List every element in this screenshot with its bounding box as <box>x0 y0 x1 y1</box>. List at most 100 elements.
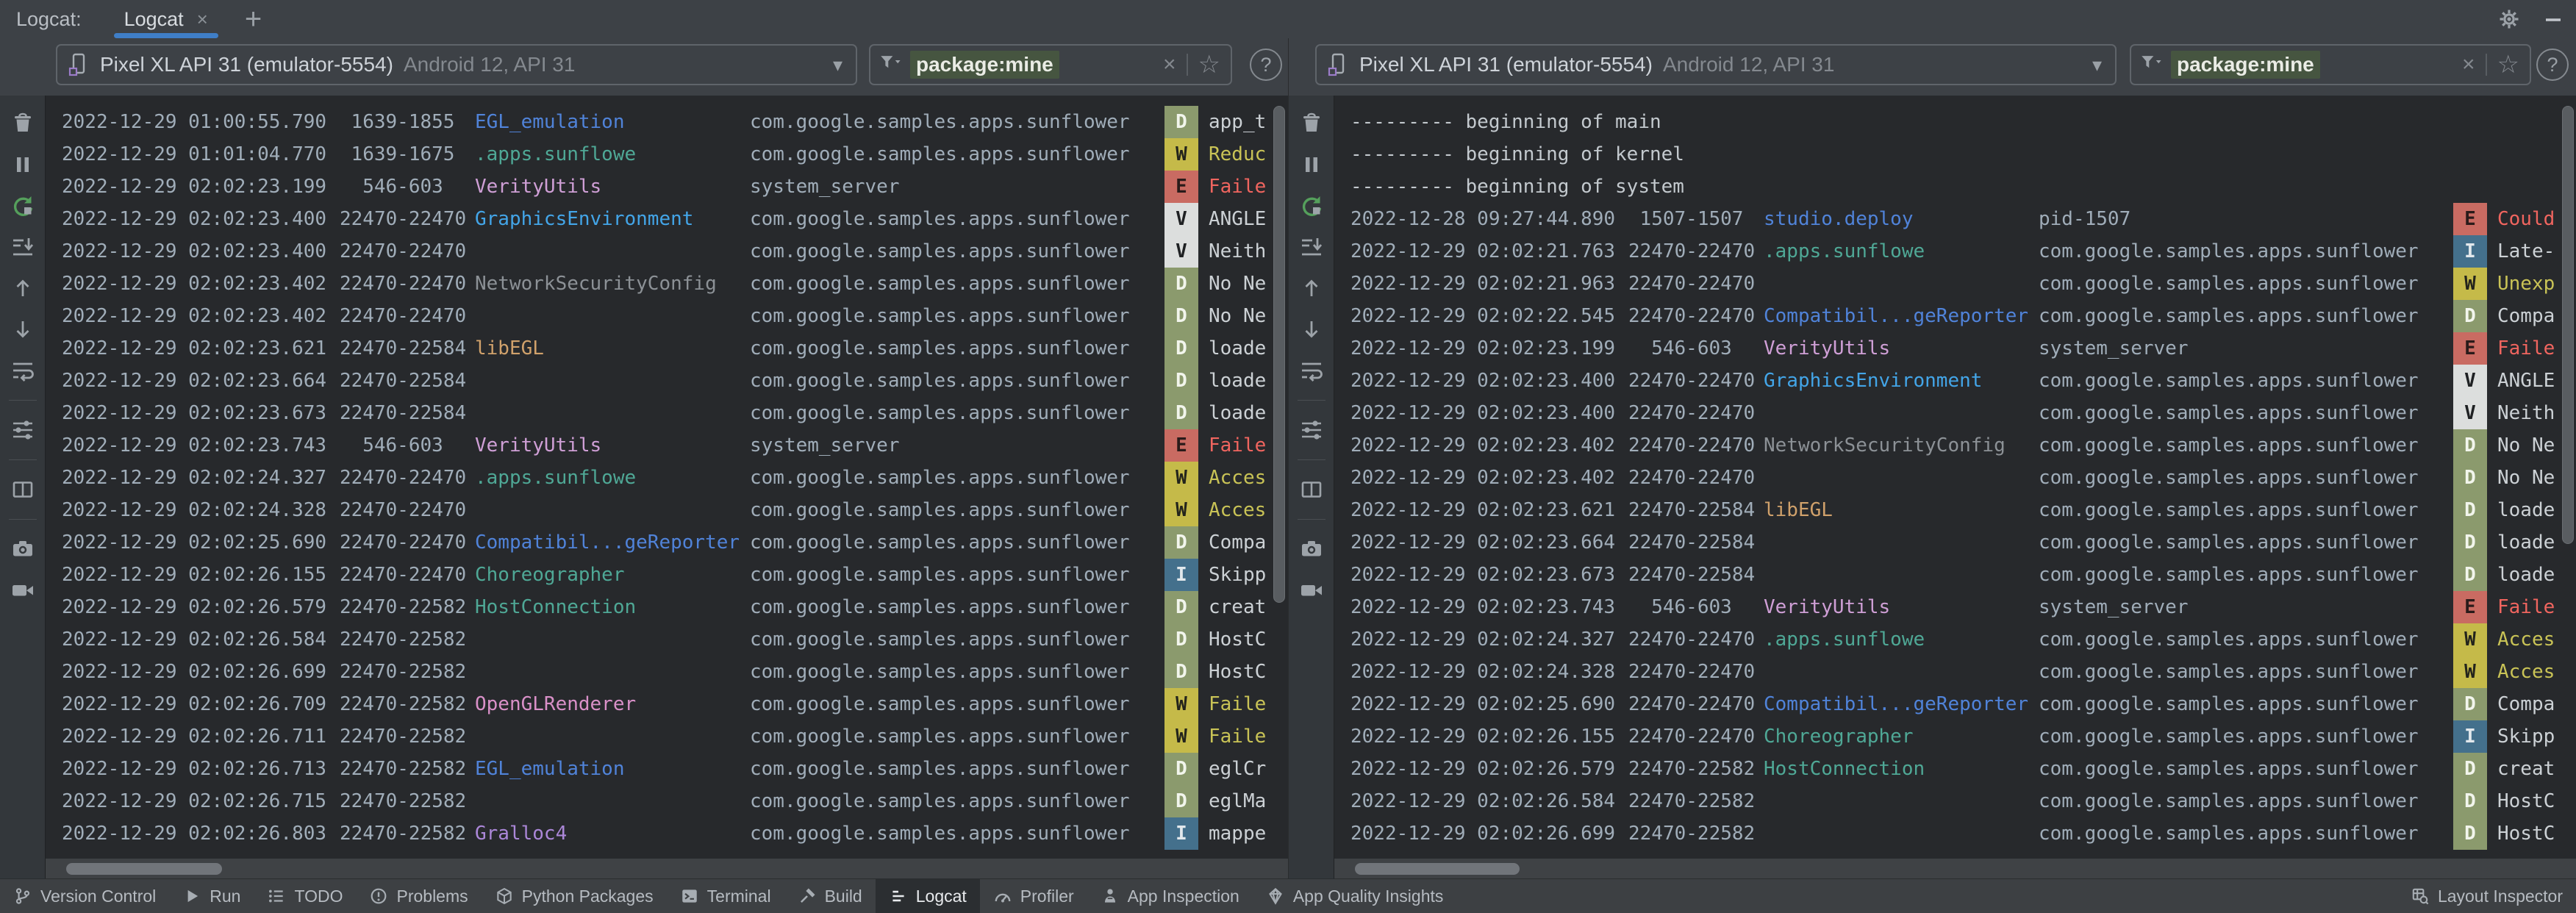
log-row[interactable]: 2022-12-29 02:02:26.155 22470-22470 Chor… <box>1334 720 2576 753</box>
filter-input[interactable]: package:mine × ☆ <box>2130 44 2531 85</box>
log-row[interactable]: 2022-12-29 02:02:26.709 22470-22582 Open… <box>46 688 1288 720</box>
screenshot-icon[interactable] <box>10 536 36 562</box>
split-panels-icon[interactable] <box>1298 476 1325 503</box>
log-row[interactable]: 2022-12-29 02:02:24.327 22470-22470 .app… <box>1334 623 2576 656</box>
next-occurrence-icon[interactable] <box>1298 316 1325 343</box>
log-row[interactable]: 2022-12-29 01:01:04.770 1639-1675 .apps.… <box>46 138 1288 171</box>
log-row[interactable]: 2022-12-29 02:02:26.579 22470-22582 Host… <box>46 591 1288 623</box>
previous-occurrence-icon[interactable] <box>10 275 36 301</box>
horizontal-scrollbar-track[interactable] <box>1334 859 2576 879</box>
log-row[interactable]: 2022-12-29 02:02:26.711 22470-22582 com.… <box>46 720 1288 753</box>
log-view[interactable]: --------- beginning of main --------- be… <box>1334 96 2576 879</box>
tab-logcat[interactable]: Logcat × <box>113 0 218 38</box>
clear-logcat-icon[interactable] <box>10 110 36 137</box>
funnel-icon[interactable] <box>878 52 903 77</box>
log-row[interactable]: 2022-12-29 02:02:23.664 22470-22584 com.… <box>1334 526 2576 559</box>
statusbar-item-version-control[interactable]: Version Control <box>0 879 169 913</box>
log-row[interactable]: 2022-12-29 02:02:23.199 546-603 VerityUt… <box>1334 332 2576 365</box>
log-row[interactable]: 2022-12-29 02:02:23.402 22470-22470 com.… <box>46 300 1288 332</box>
next-occurrence-icon[interactable] <box>10 316 36 343</box>
screen-record-icon[interactable] <box>1298 577 1325 604</box>
statusbar-item-problems[interactable]: Problems <box>356 879 481 913</box>
log-row[interactable]: 2022-12-29 02:02:24.328 22470-22470 com.… <box>1334 656 2576 688</box>
log-row[interactable]: 2022-12-29 02:02:26.699 22470-22582 com.… <box>1334 817 2576 850</box>
statusbar-item-run[interactable]: Run <box>169 879 254 913</box>
log-row[interactable]: 2022-12-29 02:02:26.584 22470-22582 com.… <box>1334 785 2576 817</box>
log-row[interactable]: 2022-12-29 02:02:23.621 22470-22584 libE… <box>46 332 1288 365</box>
log-row[interactable]: 2022-12-29 02:02:24.327 22470-22470 .app… <box>46 462 1288 494</box>
chevron-down-icon[interactable]: ▾ <box>832 53 842 76</box>
new-tab-button[interactable]: + <box>244 3 262 35</box>
log-row[interactable]: 2022-12-29 02:02:24.328 22470-22470 com.… <box>46 494 1288 526</box>
help-icon[interactable]: ? <box>1250 49 1282 81</box>
statusbar-item-layout-inspector[interactable]: Layout Inspector <box>2397 879 2576 913</box>
log-row[interactable]: 2022-12-29 02:02:26.699 22470-22582 com.… <box>46 656 1288 688</box>
minimize-icon[interactable] <box>2541 7 2566 32</box>
soft-wrap-icon[interactable] <box>1298 357 1325 384</box>
help-icon[interactable]: ? <box>2536 49 2569 81</box>
statusbar-item-todo[interactable]: TODO <box>254 879 356 913</box>
log-row[interactable]: 2022-12-29 02:02:23.402 22470-22470 Netw… <box>46 268 1288 300</box>
screen-record-icon[interactable] <box>10 577 36 604</box>
log-row[interactable]: 2022-12-29 02:02:23.400 22470-22470 Grap… <box>1334 365 2576 397</box>
tab-close-icon[interactable]: × <box>196 7 208 30</box>
log-row[interactable]: 2022-12-29 02:02:25.690 22470-22470 Comp… <box>46 526 1288 559</box>
gear-icon[interactable] <box>2497 7 2522 32</box>
log-row[interactable]: 2022-12-29 02:02:23.400 22470-22470 com.… <box>1334 397 2576 429</box>
filter-input[interactable]: package:mine × ☆ <box>869 44 1232 85</box>
clear-filter-icon[interactable]: × <box>2461 52 2475 76</box>
log-row[interactable]: 2022-12-29 02:02:23.664 22470-22584 com.… <box>46 365 1288 397</box>
log-row[interactable]: --------- beginning of system <box>1334 171 2576 203</box>
vertical-scrollbar[interactable] <box>1273 106 1285 603</box>
log-row[interactable]: --------- beginning of main <box>1334 106 2576 138</box>
statusbar-item-profiler[interactable]: Profiler <box>980 879 1087 913</box>
log-row[interactable]: 2022-12-29 02:02:23.402 22470-22470 Netw… <box>1334 429 2576 462</box>
statusbar-item-app-inspection[interactable]: App Inspection <box>1087 879 1253 913</box>
previous-occurrence-icon[interactable] <box>1298 275 1325 301</box>
log-row[interactable]: 2022-12-29 02:02:23.400 22470-22470 Grap… <box>46 203 1288 235</box>
horizontal-scrollbar[interactable] <box>66 863 222 875</box>
log-row[interactable]: 2022-12-29 02:02:21.963 22470-22470 com.… <box>1334 268 2576 300</box>
statusbar-item-logcat[interactable]: Logcat <box>875 879 980 913</box>
log-row[interactable]: 2022-12-29 02:02:25.690 22470-22470 Comp… <box>1334 688 2576 720</box>
log-row[interactable]: 2022-12-29 02:02:26.803 22470-22582 Gral… <box>46 817 1288 850</box>
log-row[interactable]: 2022-12-29 02:02:23.743 546-603 VerityUt… <box>1334 591 2576 623</box>
log-row[interactable]: 2022-12-29 02:02:26.155 22470-22470 Chor… <box>46 559 1288 591</box>
device-selector[interactable]: Pixel XL API 31 (emulator-5554) Android … <box>56 44 857 85</box>
statusbar-item-python-packages[interactable]: Python Packages <box>482 879 667 913</box>
device-selector[interactable]: Pixel XL API 31 (emulator-5554) Android … <box>1315 44 2117 85</box>
pause-logcat-icon[interactable] <box>1298 151 1325 178</box>
log-row[interactable]: 2022-12-29 02:02:21.763 22470-22470 .app… <box>1334 235 2576 268</box>
log-row[interactable]: 2022-12-29 02:02:26.715 22470-22582 com.… <box>46 785 1288 817</box>
horizontal-scrollbar[interactable] <box>1355 863 1520 875</box>
log-row[interactable]: 2022-12-29 01:00:55.790 1639-1855 EGL_em… <box>46 106 1288 138</box>
favorite-star-icon[interactable]: ☆ <box>1198 51 1220 79</box>
logcat-settings-icon[interactable] <box>10 417 36 443</box>
horizontal-scrollbar-track[interactable] <box>46 859 1288 879</box>
statusbar-item-build[interactable]: Build <box>784 879 876 913</box>
log-row[interactable]: 2022-12-29 02:02:23.199 546-603 VerityUt… <box>46 171 1288 203</box>
clear-filter-icon[interactable]: × <box>1162 52 1176 76</box>
screenshot-icon[interactable] <box>1298 536 1325 562</box>
restart-logcat-icon[interactable] <box>1298 193 1325 219</box>
log-row[interactable]: 2022-12-29 02:02:23.673 22470-22584 com.… <box>46 397 1288 429</box>
log-view[interactable]: 2022-12-29 01:00:55.790 1639-1855 EGL_em… <box>46 96 1288 879</box>
filter-value[interactable]: package:mine <box>910 51 1059 79</box>
statusbar-item-terminal[interactable]: Terminal <box>667 879 784 913</box>
log-row[interactable]: 2022-12-29 02:02:26.579 22470-22582 Host… <box>1334 753 2576 785</box>
log-row[interactable]: --------- beginning of kernel <box>1334 138 2576 171</box>
filter-value[interactable]: package:mine <box>2171 51 2320 79</box>
statusbar-item-app-quality-insights[interactable]: App Quality Insights <box>1253 879 1457 913</box>
clear-logcat-icon[interactable] <box>1298 110 1325 137</box>
log-row[interactable]: 2022-12-29 02:02:22.545 22470-22470 Comp… <box>1334 300 2576 332</box>
chevron-down-icon[interactable]: ▾ <box>2092 53 2102 76</box>
scroll-to-end-icon[interactable] <box>10 234 36 260</box>
vertical-scrollbar[interactable] <box>2562 106 2574 544</box>
log-row[interactable]: 2022-12-29 02:02:23.673 22470-22584 com.… <box>1334 559 2576 591</box>
restart-logcat-icon[interactable] <box>10 193 36 219</box>
favorite-star-icon[interactable]: ☆ <box>2497 51 2519 79</box>
funnel-icon[interactable] <box>2139 52 2164 77</box>
log-row[interactable]: 2022-12-29 02:02:23.400 22470-22470 com.… <box>46 235 1288 268</box>
log-row[interactable]: 2022-12-29 02:02:23.402 22470-22470 com.… <box>1334 462 2576 494</box>
log-row[interactable]: 2022-12-29 02:02:23.621 22470-22584 libE… <box>1334 494 2576 526</box>
